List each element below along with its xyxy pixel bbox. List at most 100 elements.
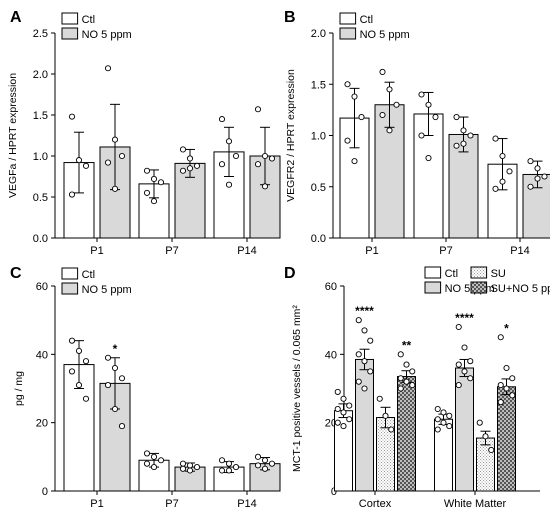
data-point <box>367 368 374 375</box>
data-point <box>143 460 151 467</box>
data-point <box>527 183 534 190</box>
data-point <box>261 183 269 190</box>
panel-letter: B <box>284 9 296 26</box>
data-point <box>499 152 506 160</box>
data-point <box>455 323 462 331</box>
y-tick-label: 2.0 <box>33 69 48 81</box>
data-point <box>218 116 226 123</box>
y-tick-label: 1.5 <box>311 79 326 91</box>
data-point <box>193 464 201 471</box>
y-tick-label: 2.5 <box>33 28 48 40</box>
data-point <box>351 93 358 100</box>
data-point <box>499 178 506 185</box>
data-point <box>104 382 112 389</box>
legend-label: Ctl <box>445 268 458 280</box>
legend-label: Ctl <box>82 14 95 26</box>
data-point <box>455 382 462 389</box>
x-tick-label: P14 <box>510 245 530 257</box>
legend-swatch <box>339 27 357 40</box>
data-point <box>467 132 474 139</box>
panel-a: A 0.0 0.5 1.0 1.5 2.0 2.5 VEGFa / HPRT expressi… <box>7 9 281 257</box>
data-point <box>118 423 126 430</box>
data-point <box>497 399 504 406</box>
data-point <box>461 368 468 375</box>
data-point <box>497 382 504 389</box>
data-point <box>186 165 194 172</box>
y-tick-label: 20 <box>36 418 48 430</box>
data-point <box>340 395 347 402</box>
bar <box>213 151 245 239</box>
y-tick-label: 0 <box>331 486 337 498</box>
legend-swatch <box>424 281 442 294</box>
legend-label: NO 5 ppm <box>82 29 132 41</box>
data-point <box>497 334 504 341</box>
data-point <box>179 460 187 467</box>
data-point <box>150 198 158 205</box>
data-point <box>403 378 410 385</box>
data-point <box>346 416 353 423</box>
data-point <box>446 412 453 419</box>
data-point <box>186 155 194 162</box>
data-point <box>506 168 513 175</box>
panel-letter: A <box>10 9 22 26</box>
data-point <box>340 423 347 430</box>
data-point <box>461 344 468 351</box>
legend-label: SU+NO 5 ppm <box>491 283 550 295</box>
data-point <box>361 327 368 334</box>
data-point <box>218 161 226 168</box>
y-axis-label: pg / mg <box>13 371 25 406</box>
data-point <box>179 146 187 153</box>
y-tick-label: 1.0 <box>33 151 48 163</box>
data-point <box>104 354 112 361</box>
data-point <box>379 111 386 119</box>
data-point <box>492 135 499 142</box>
data-point <box>225 460 233 467</box>
legend-label: Ctl <box>360 14 373 26</box>
data-point <box>225 467 233 474</box>
data-point <box>393 101 400 108</box>
bar <box>476 437 495 492</box>
data-point <box>68 368 76 375</box>
y-tick-label: 60 <box>36 281 48 293</box>
bar <box>522 173 550 239</box>
data-point <box>68 113 76 120</box>
panel-letter: C <box>10 265 22 282</box>
data-point <box>455 361 462 368</box>
data-point <box>179 465 187 472</box>
y-tick-label: 20 <box>325 418 337 430</box>
data-point <box>397 351 404 358</box>
y-tick-label: 0.5 <box>33 192 48 204</box>
x-tick-label: P7 <box>165 245 178 257</box>
x-tick-label: P14 <box>237 245 257 257</box>
data-point <box>150 464 158 471</box>
data-point <box>118 375 126 382</box>
legend-label: NO 5 ppm <box>445 283 495 295</box>
data-point <box>261 465 269 472</box>
data-point <box>534 175 541 182</box>
data-point <box>344 137 351 144</box>
legend-label: SU <box>491 268 506 280</box>
data-point <box>503 385 510 392</box>
x-tick-label: P7 <box>439 245 452 257</box>
data-point <box>355 378 362 385</box>
data-point <box>388 426 395 433</box>
significance-label: * <box>504 321 509 335</box>
data-point <box>111 185 119 192</box>
data-point <box>434 416 441 423</box>
panel-letter: D <box>284 265 296 282</box>
data-point <box>225 138 233 145</box>
y-tick-label: 1.0 <box>311 131 326 143</box>
data-point <box>503 364 510 372</box>
data-point <box>254 462 262 469</box>
data-point <box>527 158 534 165</box>
data-point <box>254 161 262 168</box>
data-point <box>361 358 368 365</box>
data-point <box>75 382 83 389</box>
y-tick-label: 0.5 <box>311 182 326 194</box>
data-point <box>157 179 165 186</box>
data-point <box>453 114 460 121</box>
y-axis-label: VEGFa / HPRT expression <box>7 73 19 198</box>
data-point <box>111 364 119 372</box>
panel-c: C 0 20 40 60 pg / mg P1 P7 P14 * Ctl NO 5 ppm <box>10 265 281 510</box>
